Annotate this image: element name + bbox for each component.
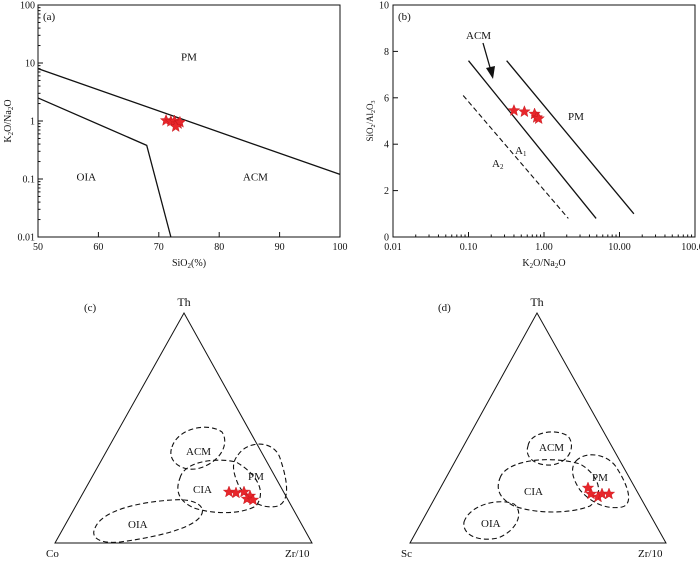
panel-c-sample <box>240 492 254 505</box>
panel-b-x-axis-label: K2O/Na2O <box>522 258 565 270</box>
panel-d-triangle <box>409 311 667 544</box>
panel-d-field-cia <box>497 459 600 513</box>
panel-a-x-tick-label: 90 <box>275 242 285 253</box>
panel-b-field-pm: PM <box>568 111 584 123</box>
panel-b-sample <box>518 105 531 118</box>
panel-c-sample <box>246 493 260 506</box>
panel-a-y-tick-label: 10 <box>25 59 35 70</box>
panel-b-x-tick-label: 10.00 <box>608 242 631 253</box>
panel-b-x-ticks: 0.01 0.10 1.00 10.00 100.00 <box>384 232 700 253</box>
panel-a-field-labels: PM ACM OIA <box>77 52 269 184</box>
panel-a-y-axis-label: K2O/Na2O <box>3 99 15 142</box>
panel-a-x-tick-label: 100 <box>333 242 348 253</box>
panel-a-x-tick-label: 70 <box>154 242 164 253</box>
panel-b-boundary-lines <box>462 60 635 219</box>
panel-a-boundary <box>37 97 172 238</box>
panel-a-field-label: PM <box>181 52 197 64</box>
panel-a-x-tick-label: 50 <box>33 242 43 253</box>
panel-a-label: (a) <box>43 11 56 23</box>
panel-c-label: (c) <box>84 302 97 314</box>
panel-c-field-label-acm: ACM <box>186 446 211 458</box>
panel-d-sample <box>584 487 598 500</box>
panel-b: (b) 0.01 0.10 1.00 10.00 100.00 0 2 4 6 8 10 PM A… <box>365 1 700 271</box>
panel-d-sample <box>602 487 616 500</box>
panel-d-apex-left: Sc <box>401 548 412 560</box>
panel-d-field-label-acm: ACM <box>539 442 564 454</box>
panel-d: (d) Th Sc Zr/10 ACM PM CIA OIA <box>401 295 667 560</box>
panel-c: (c) Th Co Zr/10 ACM PM CIA OIA <box>46 295 313 560</box>
panel-d-field-label-oia: OIA <box>481 518 501 530</box>
panel-c-field-label-cia: CIA <box>193 484 212 496</box>
panel-b-field-a2: A2 <box>492 158 504 171</box>
panel-a-x-ticks: 50 60 70 80 90 100 <box>33 232 348 253</box>
panel-a-y-tick-label: 1 <box>30 117 35 128</box>
panel-b-boundary-line <box>506 60 635 215</box>
panel-a-field-label: OIA <box>77 171 97 183</box>
panel-b-x-tick-label: 0.01 <box>384 242 402 253</box>
panel-b-boundary-line <box>462 95 569 219</box>
panel-c-sample <box>222 485 236 498</box>
panel-a-y-ticks: 0.01 0.1 1 10 100 <box>18 1 43 244</box>
panel-b-boundary-line <box>467 60 597 219</box>
panel-b-x-tick-label: 1.00 <box>535 242 553 253</box>
panel-a-x-axis-label: SiO2(%) <box>172 258 206 270</box>
panel-c-field-label-pm: PM <box>248 471 264 483</box>
panel-c-sample <box>237 485 251 498</box>
panel-b-sample <box>532 112 545 125</box>
panel-a-y-tick-label: 0.01 <box>18 233 36 244</box>
panel-d-apex-top: Th <box>530 295 543 309</box>
panel-b-y-tick-label: 8 <box>384 47 389 58</box>
panel-b-x-tick-label: 100.00 <box>681 242 700 253</box>
panel-b-frame <box>392 4 696 238</box>
panel-b-y-tick-label: 0 <box>384 233 389 244</box>
panel-b-arrow <box>482 42 492 72</box>
panel-b-samples <box>507 104 545 125</box>
panel-a-field-label: ACM <box>243 171 268 183</box>
panel-b-arrow-label: ACM <box>466 30 491 42</box>
panel-b-y-tick-label: 2 <box>384 186 389 197</box>
panel-a-field-boundaries <box>37 68 341 238</box>
panel-b-y-axis-label: SiO2/Al2O3 <box>365 100 377 141</box>
panel-d-field-oia <box>463 501 520 540</box>
panel-a-boundary <box>37 68 341 176</box>
panel-c-field-pm <box>232 443 288 508</box>
panel-d-field-acm <box>526 431 572 466</box>
panel-c-triangle <box>54 311 313 544</box>
panel-b-y-tick-label: 4 <box>384 140 389 151</box>
panel-a-samples <box>159 113 187 132</box>
panel-c-field-label-oia: OIA <box>128 519 148 531</box>
panel-c-field-oia <box>93 499 203 543</box>
panel-a: (a) 50 60 70 80 90 100 0.01 0.1 1 10 100 PM ACM OIA… <box>3 1 348 271</box>
panel-b-label: (b) <box>398 11 411 23</box>
panel-a-x-tick-label: 80 <box>214 242 224 253</box>
panel-d-apex-right: Zr/10 <box>638 548 663 560</box>
panel-c-samples <box>222 485 260 506</box>
panel-b-y-ticks: 0 2 4 6 8 10 <box>379 1 398 244</box>
panel-b-sample <box>507 104 521 116</box>
panel-c-field-cia <box>177 459 262 514</box>
panel-b-y-tick-label: 6 <box>384 93 389 104</box>
panel-d-field-label-pm: PM <box>592 472 608 484</box>
panel-d-field-label-cia: CIA <box>524 486 543 498</box>
panel-b-field-a1: A1 <box>515 145 527 158</box>
panel-c-apex-left: Co <box>46 548 59 560</box>
panel-b-y-tick-label: 10 <box>379 1 389 12</box>
panel-d-sample <box>581 481 595 494</box>
panel-a-sample <box>169 120 182 132</box>
panel-a-y-tick-label: 100 <box>20 1 35 12</box>
panel-d-field-pm <box>571 454 630 509</box>
panel-b-arrow-head <box>486 66 495 79</box>
panel-a-y-tick-label: 0.1 <box>23 175 36 186</box>
panel-a-x-tick-label: 60 <box>93 242 103 253</box>
panel-c-apex-right: Zr/10 <box>285 548 310 560</box>
panel-c-apex-top: Th <box>177 295 190 309</box>
panel-d-samples <box>581 481 616 503</box>
panel-c-field-acm <box>170 426 226 470</box>
panel-b-x-tick-label: 0.10 <box>460 242 478 253</box>
panel-d-label: (d) <box>438 302 451 314</box>
